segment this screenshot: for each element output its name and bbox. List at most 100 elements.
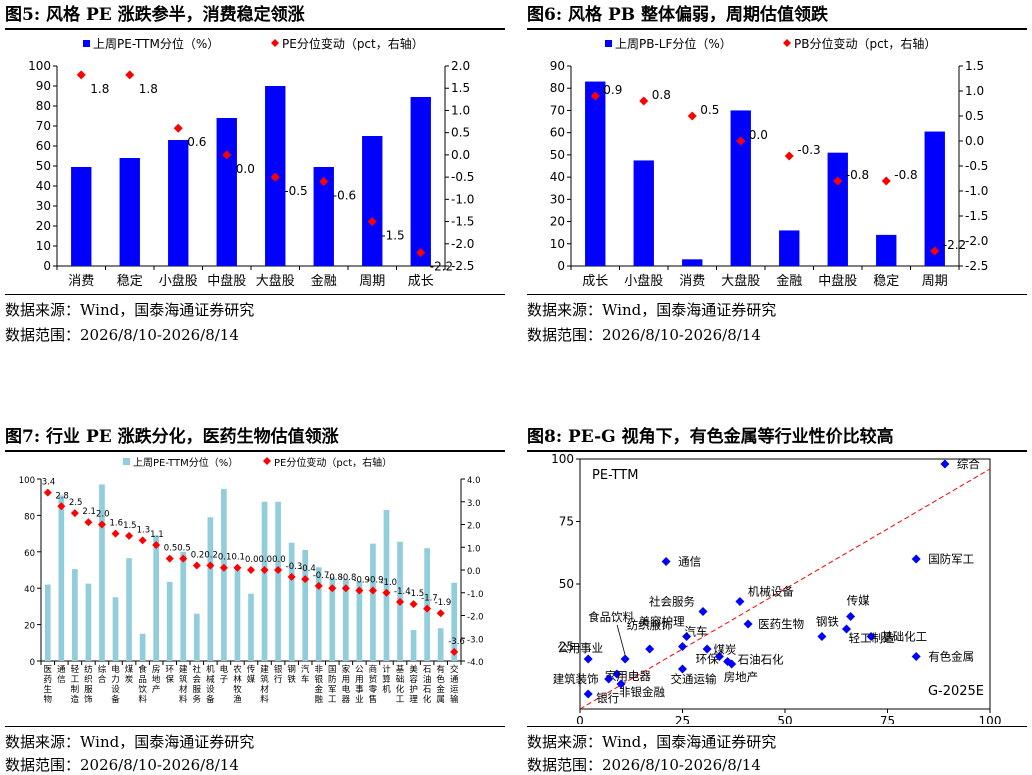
bar-社会服务 (193, 613, 200, 661)
point-label: 3.4 (42, 478, 56, 488)
point-label: 0.8 (652, 88, 671, 102)
point-label: 1.5 (123, 521, 137, 531)
bar-电力设备 (112, 597, 119, 661)
y2-tick-label: 0.5 (965, 109, 984, 123)
point-小盘股 (639, 96, 649, 106)
bar-通信 (58, 495, 65, 661)
point-label: -0.8 (340, 573, 357, 583)
point-label: 国防军工 (928, 552, 974, 566)
x-tick-label-char: 食 (138, 664, 147, 675)
bar-农林牧渔 (234, 569, 241, 661)
x-tick-label-char: 织 (84, 674, 93, 685)
point-label: 1.8 (90, 82, 109, 96)
x-tick-label: 周期 (922, 274, 948, 289)
bar-轻工制造 (72, 569, 78, 661)
x-tick-label-char: 机 (382, 684, 391, 695)
x-tick-label-char: 工 (71, 675, 80, 685)
point-纺织服饰 (84, 518, 93, 527)
data-source: 数据来源：Wind，国泰海通证券研究 (5, 301, 255, 319)
y-tick-label: 60 (550, 126, 565, 140)
x-tick-label-char: 钢 (287, 664, 296, 675)
point-钢铁 (817, 632, 827, 641)
y2-tick-label: 0.5 (451, 126, 470, 140)
x-tick-label-char: 保 (165, 674, 174, 685)
point-家用电器 (612, 669, 622, 679)
x-tick-label-char: 器 (342, 695, 351, 705)
point-房地产 (152, 540, 161, 549)
point-label: 通信 (678, 555, 701, 569)
legend-bar-swatch (83, 40, 90, 47)
x-tick-label-char: 通 (57, 664, 66, 675)
x-tick-label-char: 输 (450, 694, 459, 705)
data-source: 数据来源：Wind，国泰海通证券研究 (527, 733, 777, 751)
x-tick-label: 100 (979, 714, 1002, 724)
y-tick-label: 80 (550, 81, 565, 95)
figure-title: 图8: PE-G 视角下，有色金属等行业性价比较高 (527, 427, 894, 447)
figure-7-panel: 图7: 行业 PE 涨跌分化，医药生物估值领涨 上周PE-TTM分位（%） PE分… (5, 422, 505, 775)
x-tick-label-char: 工 (396, 695, 405, 705)
point-中盘股 (222, 150, 232, 160)
point-label: 0.0 (259, 555, 273, 565)
y-tick-label: 10 (36, 239, 51, 253)
x-tick-label-char: 饰 (84, 694, 93, 705)
x-tick-label-char: 商 (369, 664, 378, 675)
x-tick-label-char: 金 (436, 684, 445, 695)
point-label: -2.2 (430, 260, 453, 274)
point-农林牧渔 (233, 563, 242, 572)
title-divider (5, 450, 505, 452)
point-label: -1.5 (381, 229, 404, 243)
legend-point-label: PE分位变动（pct，右轴） (282, 36, 424, 51)
point-建筑材料 (179, 554, 188, 563)
bar-周期 (924, 131, 945, 266)
x-tick-label-char: 物 (44, 694, 53, 705)
figure-title: 图5: 风格 PE 涨跌参半，消费稳定领涨 (5, 5, 305, 25)
x-tick-label-char: 设 (111, 684, 120, 695)
y-tick-label: 30 (36, 199, 51, 213)
point-基础化工 (396, 597, 405, 606)
x-tick-label-char: 械 (206, 674, 215, 685)
bar-国防军工 (329, 577, 336, 661)
x-tick-label-char: 料 (260, 694, 269, 705)
data-source: 数据来源：Wind，国泰海通证券研究 (5, 733, 255, 751)
x-tick-label: 大盘股 (256, 273, 295, 289)
x-tick-label: 周期 (359, 274, 385, 289)
legend-bar-label: 上周PE-TTM分位（%） (133, 456, 238, 469)
source-divider (527, 294, 1027, 295)
x-tick-label-char: 石 (423, 665, 432, 675)
point-房地产 (727, 659, 737, 669)
x-tick-label-char: 防 (328, 674, 337, 685)
x-tick-label-char: 贸 (369, 674, 378, 685)
point-label: 银行 (596, 691, 619, 705)
x-tick-label-char: 行 (274, 674, 283, 685)
x-tick-label: 50 (777, 714, 792, 724)
y2-tick-label: 0.0 (467, 567, 481, 577)
y2-tick-label: -2.5 (965, 259, 988, 273)
point-label: 纺织服饰 (627, 618, 673, 632)
bar-稳定 (119, 158, 140, 266)
x-tick-label-char: 容 (409, 674, 418, 685)
bar-非银金融 (315, 567, 322, 661)
point-label: 0.5 (177, 544, 191, 554)
y-tick-label: 100 (19, 476, 35, 486)
legend-point-label: PB分位变动（pct，右轴） (794, 36, 936, 51)
bar-金融 (313, 167, 334, 266)
y2-tick-label: 2.0 (451, 59, 470, 73)
point-医药生物 (743, 619, 753, 629)
y-tick-label: 20 (550, 215, 565, 229)
point-label: 2.8 (55, 491, 69, 501)
point-周期 (367, 217, 377, 227)
y2-tick-label: 1.0 (965, 84, 984, 98)
x-tick-label-char: 农 (233, 664, 242, 675)
x-tick-label-char: 公 (355, 665, 364, 675)
bar-稳定 (876, 234, 897, 266)
bar-煤炭 (126, 558, 132, 661)
x-tick-label-char: 生 (44, 684, 53, 695)
x-tick-label: 中盘股 (207, 273, 246, 289)
y2-tick-label: 0.0 (965, 134, 984, 148)
figure-title: 图6: 风格 PB 整体偏弱，周期估值领跌 (527, 5, 829, 25)
x-tick-label-char: 化 (423, 694, 432, 705)
y-tick-label: 50 (559, 577, 574, 591)
y2-tick-label: -2.0 (965, 234, 988, 248)
x-tick-label-char: 基 (396, 664, 405, 675)
